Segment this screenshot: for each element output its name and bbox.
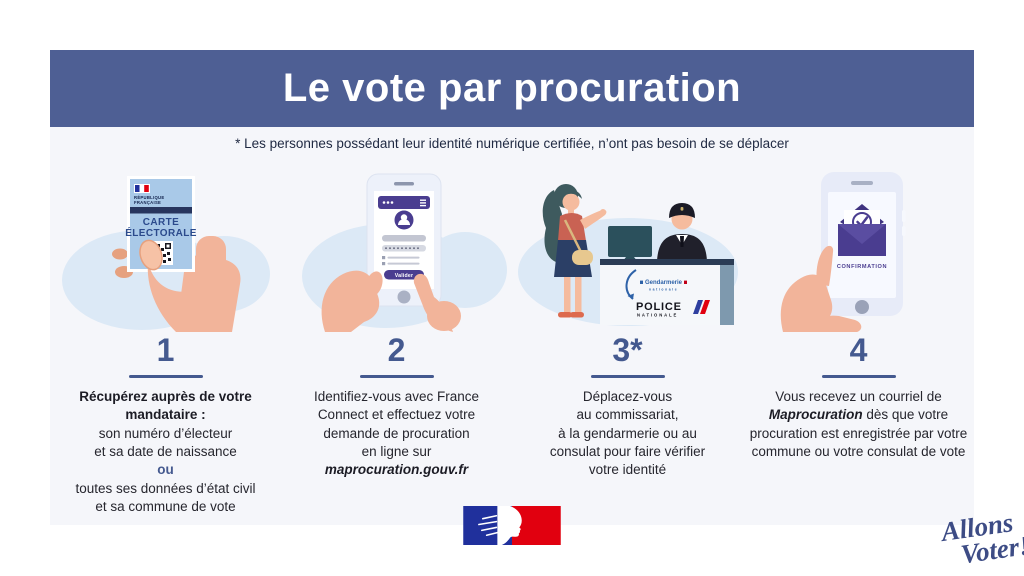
- card-republique-label: RÉPUBLIQUE: [134, 195, 164, 200]
- speaker-slot: [851, 181, 873, 185]
- step-3-line: consulat pour faire vérifier: [549, 444, 706, 460]
- user-avatar-icon: [394, 210, 414, 230]
- police-officer: [657, 203, 707, 261]
- menu-icon: [420, 199, 426, 207]
- password-dots: [385, 247, 419, 250]
- envelope-check-icon: [838, 204, 886, 256]
- ellipsis-dots-icon: [382, 201, 394, 204]
- step-2-description: Identifiez-vous avec France Connect et e…: [290, 388, 504, 480]
- smartphone: CONFIRMATION: [821, 172, 906, 316]
- form-rows: [382, 256, 420, 266]
- step-4-number: 4: [849, 332, 868, 368]
- step-2-line: Identifiez-vous avec France: [313, 389, 480, 404]
- palm: [147, 262, 226, 332]
- slogan-line2: Voter!: [958, 529, 1024, 570]
- phone-login-illustration: Valider: [302, 173, 507, 332]
- step-3-line: Déplacez-vous: [582, 389, 673, 404]
- step-1-description: Récupérez auprès de votre mandataire : s…: [60, 388, 272, 517]
- step-3: Gendarmerie nationale POLICE NATIONALE: [512, 162, 743, 517]
- step-3-divider: [590, 375, 665, 378]
- username-field: [382, 235, 426, 242]
- home-button: [855, 300, 869, 314]
- smartphone: Valider: [366, 173, 442, 307]
- step-2-number: 2: [387, 332, 406, 368]
- police-label: POLICE: [636, 301, 682, 313]
- cap-badge: [680, 207, 684, 211]
- step-2-line: Connect et effectuez votre: [317, 407, 476, 423]
- step-1-or-label: ou: [157, 462, 174, 478]
- step-3-line: au commissariat,: [576, 407, 679, 423]
- phone-confirmation-illustration: CONFIRMATION: [780, 172, 906, 332]
- reception-desk: [600, 259, 734, 325]
- steps-row: RÉPUBLIQUE FRANÇAISE CARTE ÉLECTORALE: [50, 162, 974, 517]
- desk-monitor: [608, 226, 652, 261]
- step-3-line: à la gendarmerie ou au: [558, 425, 697, 441]
- marianne-hair-streaks: [478, 514, 500, 537]
- card-title-line1: CARTE: [143, 217, 179, 228]
- footnote: * Les personnes possédant leur identité …: [235, 136, 789, 151]
- step-2-line: en ligne sur: [361, 444, 432, 460]
- confirmation-label: CONFIRMATION: [837, 264, 887, 270]
- police-nationale-logo: POLICE NATIONALE: [636, 300, 710, 318]
- french-flag-icon: [134, 184, 150, 193]
- step-1-heading: Récupérez auprès de votre mandataire :: [79, 389, 252, 423]
- shoulder-bag: [572, 250, 593, 265]
- home-button: [397, 290, 411, 304]
- step-4-divider: [821, 375, 896, 378]
- step-1-line: et sa commune de vote: [95, 499, 236, 515]
- thumb: [139, 239, 163, 271]
- step-2-divider: [359, 375, 434, 378]
- step-3-line: votre identité: [588, 462, 667, 478]
- header-banner: Le vote par procuration: [50, 50, 974, 127]
- step-1-line: toutes ses données d’état civil: [75, 480, 256, 496]
- step-3-number: 3*: [612, 332, 643, 368]
- page-title: Le vote par procuration: [282, 66, 742, 110]
- step-2-line: demande de procuration: [323, 425, 470, 441]
- step-1-divider: [128, 375, 203, 378]
- gendarmerie-logo: Gendarmerie nationale: [625, 269, 687, 300]
- side-button: [902, 226, 906, 236]
- valider-button-label: Valider: [395, 273, 413, 279]
- step-4-text: dès que votre procuration est enregistré…: [749, 407, 968, 460]
- step-4: CONFIRMATION 4 Vous recevez un courriel …: [743, 162, 974, 517]
- step-1-line: et sa date de naissance: [94, 444, 237, 460]
- gendarmerie-label: Gendarmerie: [645, 280, 683, 286]
- step-1-number: 1: [156, 332, 175, 368]
- step-1: RÉPUBLIQUE FRANÇAISE CARTE ÉLECTORALE: [50, 162, 281, 517]
- pointing-hand: [413, 273, 461, 332]
- allons-voter-slogan: Allons Voter!: [940, 507, 1024, 570]
- left-hand: [321, 270, 383, 332]
- step-4-description: Vous recevez un courriel de Maprocuratio…: [745, 388, 973, 461]
- password-field: [382, 245, 426, 252]
- valider-button: [384, 270, 424, 280]
- poster-card: Le vote par procuration * Les personnes …: [50, 50, 1024, 569]
- app-header-bar: [378, 196, 430, 209]
- marianne-france-logo: [463, 506, 561, 545]
- step-2: Valider 2 Identifiez-vous avec Fran: [281, 162, 512, 517]
- card-title-line2: ÉLECTORALE: [125, 226, 197, 239]
- police-desk-illustration: Gendarmerie nationale POLICE NATIONALE: [518, 184, 738, 326]
- electoral-card-illustration: RÉPUBLIQUE FRANÇAISE CARTE ÉLECTORALE: [62, 176, 270, 332]
- maprocuration-url: maprocuration.gouv.fr: [324, 462, 469, 478]
- holding-hand: [780, 245, 862, 332]
- speaker-slot: [394, 182, 414, 186]
- police-sub-label: NATIONALE: [637, 313, 678, 318]
- card-francaise-label: FRANÇAISE: [134, 200, 161, 205]
- step-4-text: Vous recevez un courriel de: [775, 389, 942, 404]
- maprocuration-brand: Maprocuration: [768, 407, 863, 423]
- gendarmerie-sub-label: nationale: [649, 287, 678, 291]
- side-button: [902, 210, 906, 222]
- woman-visitor: [542, 184, 607, 318]
- step-1-line: son numéro d’électeur: [98, 425, 233, 441]
- step-3-description: Déplacez-vous au commissariat, à la gend…: [521, 388, 735, 480]
